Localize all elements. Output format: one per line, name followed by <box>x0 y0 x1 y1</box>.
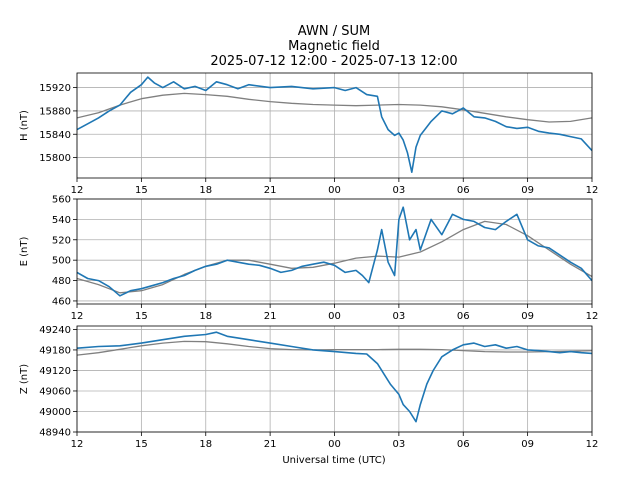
y-tick-label: 49240 <box>39 325 71 336</box>
x-tick-label: 15 <box>135 185 148 196</box>
y-tick-label: 480 <box>52 276 71 287</box>
y-tick-label: 48940 <box>39 428 71 439</box>
x-tick-label: 06 <box>457 185 470 196</box>
series-line-measured <box>77 331 592 423</box>
x-tick-label: 06 <box>457 311 470 322</box>
x-tick-label: 15 <box>135 439 148 450</box>
y-tick-label: 460 <box>52 296 71 307</box>
x-tick-label: 12 <box>71 439 84 450</box>
panel-z: 12 15 18 21 00 03 06 09 124894049000490604912049… <box>19 325 598 450</box>
x-tick-label: 00 <box>328 185 341 196</box>
x-tick-label: 21 <box>264 311 277 322</box>
x-tick-label: 09 <box>521 439 534 450</box>
y-axis-label: Z (nT) <box>19 364 30 394</box>
series-line-baseline <box>77 92 592 123</box>
x-tick-label: 18 <box>199 439 212 450</box>
y-tick-label: 49060 <box>39 386 71 397</box>
x-tick-label: 09 <box>521 311 534 322</box>
y-tick-label: 15800 <box>39 153 71 164</box>
x-tick-label: 06 <box>457 439 470 450</box>
x-tick-label: 03 <box>393 439 406 450</box>
y-tick-label: 15920 <box>39 83 71 94</box>
x-tick-label: 09 <box>521 185 534 196</box>
x-tick-label: 12 <box>586 311 599 322</box>
x-tick-label: 18 <box>199 185 212 196</box>
x-tick-label: 03 <box>393 311 406 322</box>
series-line-measured <box>77 76 592 173</box>
panel-h: 12 15 18 21 00 03 06 09 12 15800 15840 15880 15920 H … <box>19 72 599 196</box>
x-tick-label: 00 <box>328 311 341 322</box>
x-tick-label: 12 <box>586 185 599 196</box>
x-tick-label: 21 <box>264 185 277 196</box>
series-line-baseline <box>77 340 592 356</box>
series-line-baseline <box>77 220 592 294</box>
x-tick-label: 21 <box>264 439 277 450</box>
x-tick-label: 12 <box>586 439 599 450</box>
y-tick-label: 500 <box>52 256 71 267</box>
y-tick-label: 560 <box>52 195 71 206</box>
panel-frame <box>76 72 593 179</box>
x-tick-label: 15 <box>135 311 148 322</box>
y-tick-label: 15840 <box>39 130 71 141</box>
panels-group: 12 15 18 21 00 03 06 09 12 15800 15840 15880 15920 H … <box>19 72 599 450</box>
panel-frame <box>76 198 593 305</box>
chart-title-line-1: AWN / SUM <box>298 24 370 39</box>
x-tick-label: 12 <box>71 185 84 196</box>
y-tick-label: 520 <box>52 235 71 246</box>
x-tick-label: 00 <box>328 439 341 450</box>
x-tick-label: 18 <box>199 311 212 322</box>
y-tick-label: 49000 <box>39 407 71 418</box>
panel-frame <box>76 325 593 433</box>
y-tick-label: 540 <box>52 215 71 226</box>
y-axis-label: E (nT) <box>19 237 30 267</box>
chart-title-line-2: Magnetic field <box>288 39 380 54</box>
x-tick-label: 03 <box>393 185 406 196</box>
y-tick-label: 15880 <box>39 106 71 117</box>
x-tick-label: 12 <box>71 311 84 322</box>
y-tick-label: 49180 <box>39 345 71 356</box>
series-line-measured <box>77 206 592 297</box>
y-tick-label: 49120 <box>39 366 71 377</box>
y-axis-label: H (nT) <box>19 110 30 141</box>
x-axis-label: Universal time (UTC) <box>282 455 385 466</box>
chart-title-line-3: 2025-07-12 12:00 - 2025-07-13 12:00 <box>210 54 457 69</box>
